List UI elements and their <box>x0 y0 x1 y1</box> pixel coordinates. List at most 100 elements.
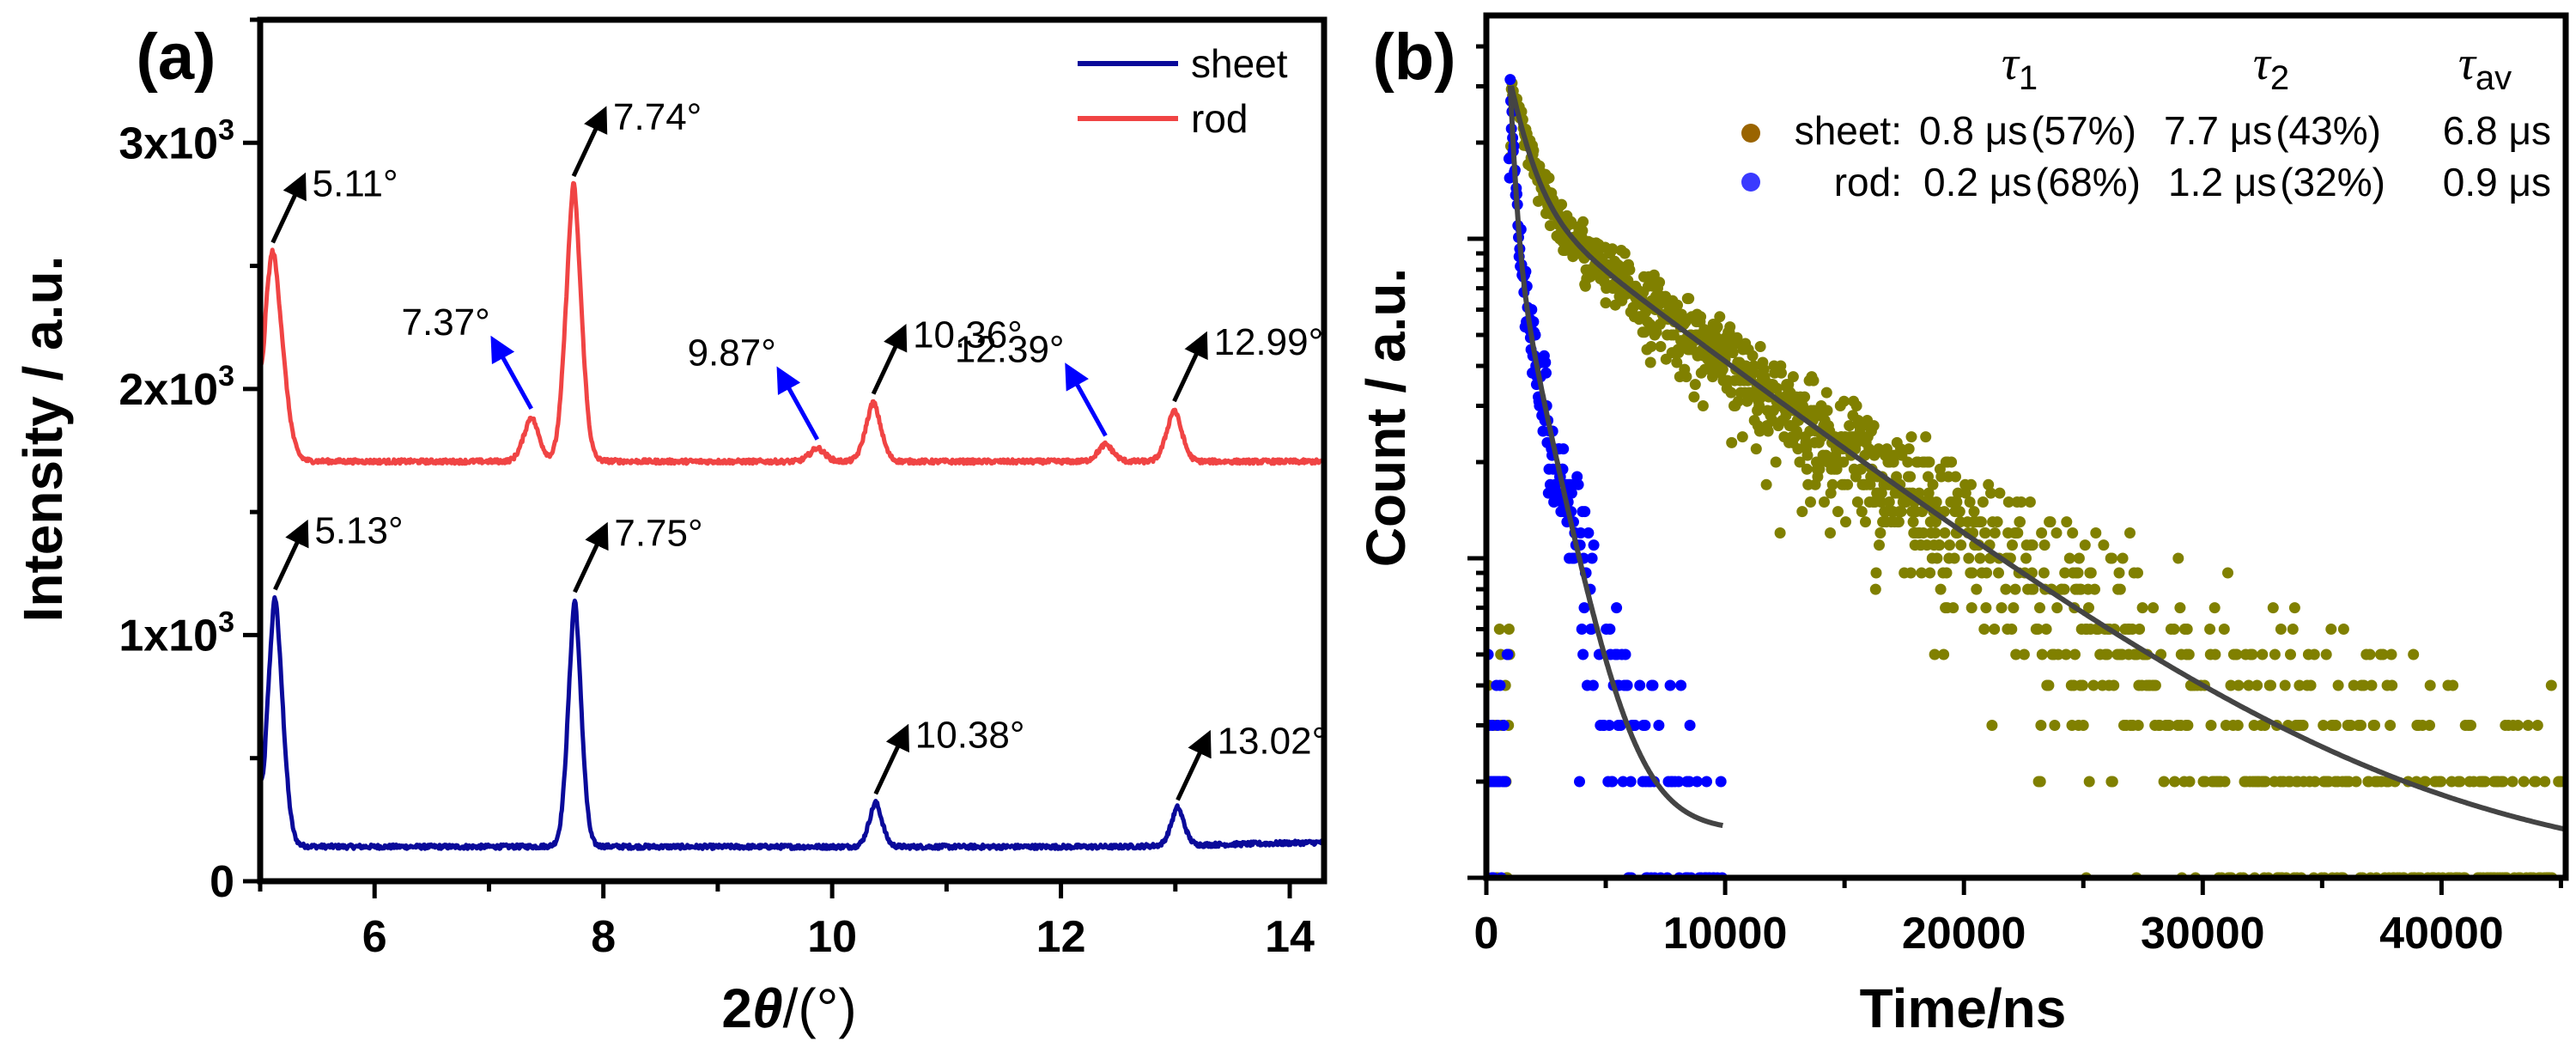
data-point <box>1548 496 1560 508</box>
data-point <box>1619 648 1631 660</box>
data-point <box>2158 776 2170 788</box>
data-point <box>1917 527 1929 539</box>
data-point <box>1974 552 1986 564</box>
annotation-arrow <box>776 366 819 441</box>
data-point <box>1611 602 1623 614</box>
data-point <box>1985 487 1996 499</box>
data-point <box>2232 720 2244 731</box>
data-point <box>1929 648 1941 660</box>
peak-annotation: 10.36° <box>871 314 1023 395</box>
data-point <box>1574 776 1585 788</box>
y-tick-label: 3x103 <box>118 113 234 168</box>
data-point <box>1564 478 1577 490</box>
data-point <box>1644 356 1656 368</box>
data-point <box>2512 720 2524 731</box>
data-point <box>1556 198 1568 210</box>
data-point <box>1927 478 1939 490</box>
annotation-arrow <box>573 521 609 593</box>
data-point <box>2267 602 2279 614</box>
legend-row-sheet-tau1: 0.8 μs(57%) <box>1919 108 2136 153</box>
legend-header-tau1: τ1 <box>2002 37 2038 97</box>
data-point <box>1499 776 1511 788</box>
data-point <box>1801 463 1813 475</box>
data-point <box>1907 516 1919 528</box>
data-point <box>2073 552 2085 564</box>
data-point <box>1856 506 1868 518</box>
data-point <box>1965 478 1977 490</box>
data-point <box>2027 583 2039 595</box>
data-point <box>1856 463 1868 475</box>
panel-a-plot-area <box>258 180 1326 851</box>
data-point <box>2012 527 2024 539</box>
legend-row-rod-tau1: 0.2 μs(68%) <box>1923 160 2141 204</box>
data-point <box>1916 567 1928 579</box>
data-point <box>2208 602 2221 614</box>
data-point <box>1805 496 1816 508</box>
data-point <box>2079 539 2091 551</box>
data-point <box>1653 720 1665 731</box>
data-point <box>1875 487 1887 499</box>
data-point <box>2497 776 2509 788</box>
data-point <box>2018 648 2030 660</box>
data-point <box>2098 539 2110 551</box>
data-point <box>1860 516 1871 528</box>
data-point <box>1688 391 1700 403</box>
data-point <box>1953 506 1965 518</box>
legend-label-sheet: sheet <box>1191 41 1288 86</box>
panel-b-scatter-points <box>1486 74 2566 878</box>
data-point <box>2090 527 2102 539</box>
legend-row-sheet-name: sheet: <box>1795 108 1902 153</box>
panel-b-x-axis-title: Time/ns <box>1860 977 2067 1039</box>
data-point <box>1701 776 1712 788</box>
data-point <box>1971 583 1983 595</box>
data-point <box>2275 624 2287 635</box>
panel-b-decay-chart: (b) 0 10000 20000 30000 40000 Time/ns Count … <box>1355 12 2569 1039</box>
panel-b-fit-curves <box>1507 85 2566 832</box>
data-point <box>2034 776 2046 788</box>
data-point <box>1711 321 1723 333</box>
data-point <box>1983 478 1995 490</box>
data-point <box>2204 624 2216 635</box>
annotation-arrow <box>1172 331 1208 403</box>
data-point <box>2101 648 2113 660</box>
annotation-label: 10.38° <box>915 714 1025 756</box>
data-point <box>1498 720 1510 731</box>
annotation-arrow <box>270 172 307 244</box>
data-point <box>1902 456 1914 468</box>
data-point <box>2169 776 2181 788</box>
annotation-label: 12.99° <box>1213 321 1323 363</box>
data-point <box>2060 648 2072 660</box>
data-point <box>1691 776 1703 788</box>
data-point <box>1874 527 1886 539</box>
data-point <box>1741 395 1753 407</box>
data-point <box>1725 387 1737 399</box>
data-point <box>1577 216 1589 228</box>
data-point <box>2385 720 2397 731</box>
legend-header-tau2: τ2 <box>2253 37 2289 97</box>
data-point <box>2545 679 2557 691</box>
data-point <box>1680 371 1692 383</box>
data-point <box>2454 776 2466 788</box>
data-point <box>1619 247 1631 259</box>
data-point <box>1807 374 1820 387</box>
data-point <box>2209 648 2221 660</box>
data-point <box>1883 496 1895 508</box>
fit-curve-sheet <box>1509 85 2566 832</box>
data-point <box>2006 624 2018 635</box>
data-point <box>2010 648 2022 660</box>
data-point <box>1586 552 1598 564</box>
data-point <box>2218 624 2230 635</box>
data-point <box>2539 776 2551 788</box>
data-point <box>1540 367 1552 379</box>
data-point <box>2182 720 2194 731</box>
data-point <box>2385 648 2397 660</box>
data-point <box>2015 496 2027 508</box>
panel-a-y-tick-labels: 0 1x103 2x103 3x103 <box>118 113 234 907</box>
data-point <box>1923 487 1935 499</box>
data-point <box>1494 679 1506 691</box>
data-point <box>1935 583 1947 595</box>
data-point <box>2036 648 2048 660</box>
annotation-arrow <box>571 106 608 178</box>
data-point <box>1577 225 1589 237</box>
x-tick-label: 14 <box>1265 912 1315 962</box>
